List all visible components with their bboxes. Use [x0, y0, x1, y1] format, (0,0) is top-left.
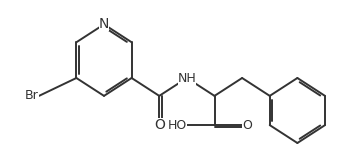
Text: NH: NH: [178, 71, 196, 85]
Text: O: O: [154, 118, 165, 132]
Text: Br: Br: [25, 89, 39, 102]
Text: N: N: [99, 17, 109, 31]
Text: HO: HO: [168, 119, 187, 132]
Text: O: O: [242, 119, 252, 132]
